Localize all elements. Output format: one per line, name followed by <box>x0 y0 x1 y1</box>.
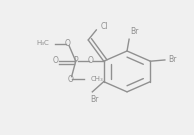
Text: P: P <box>74 56 78 65</box>
Text: CH₃: CH₃ <box>91 76 103 82</box>
Text: O: O <box>65 39 70 48</box>
Text: Cl: Cl <box>101 22 108 31</box>
Text: O: O <box>53 56 58 65</box>
Text: Br: Br <box>130 27 139 36</box>
Text: O: O <box>68 75 74 84</box>
Text: H₃C: H₃C <box>36 40 49 46</box>
Text: Br: Br <box>168 55 176 64</box>
Text: Br: Br <box>90 95 99 104</box>
Text: O: O <box>88 56 94 65</box>
